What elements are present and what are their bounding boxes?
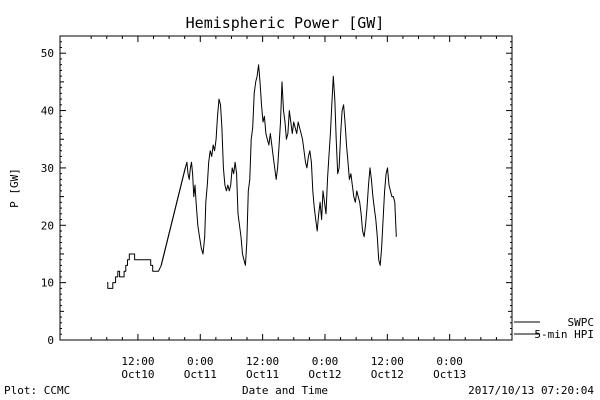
plot-frame: [59, 35, 513, 341]
x-tick-date-label: Oct11: [184, 368, 217, 381]
legend-label: 5-min HPI: [534, 328, 594, 341]
x-tick-date-label: Oct12: [371, 368, 404, 381]
footer-plot-credit: Plot: CCMC: [4, 384, 70, 397]
y-axis-label: P [GW]: [8, 168, 21, 208]
x-tick-date-label: Oct12: [308, 368, 341, 381]
series-layer: [107, 64, 397, 289]
x-axis-label: Date and Time: [242, 384, 328, 397]
y-tick-label: 20: [41, 219, 54, 232]
x-tick-time-label: 12:00: [121, 355, 154, 368]
x-tick-time-label: 0:00: [312, 355, 339, 368]
chart-title: Hemispheric Power [GW]: [186, 14, 385, 32]
footer-timestamp: 2017/10/13 07:20:04: [468, 384, 594, 397]
y-tick-label: 0: [47, 334, 54, 347]
x-tick-time-label: 12:00: [371, 355, 404, 368]
y-tick-label: 30: [41, 162, 54, 175]
x-axis: 12:00Oct100:00Oct1112:00Oct110:00Oct1212…: [90, 36, 497, 381]
x-tick-date-label: Oct13: [433, 368, 466, 381]
y-tick-label: 40: [41, 105, 54, 118]
x-tick-time-label: 0:00: [436, 355, 463, 368]
y-tick-label: 50: [41, 47, 54, 60]
y-tick-label: 10: [41, 277, 54, 290]
series-line-swpc: [160, 167, 186, 266]
x-tick-date-label: Oct10: [121, 368, 154, 381]
legend-label: SWPC: [568, 316, 595, 329]
y-axis: 0 10 20 30 40 50: [41, 41, 512, 347]
series-line-5-min-hpi: [107, 64, 397, 289]
x-tick-time-label: 0:00: [187, 355, 214, 368]
x-tick-time-label: 12:00: [246, 355, 279, 368]
x-tick-date-label: Oct11: [246, 368, 279, 381]
